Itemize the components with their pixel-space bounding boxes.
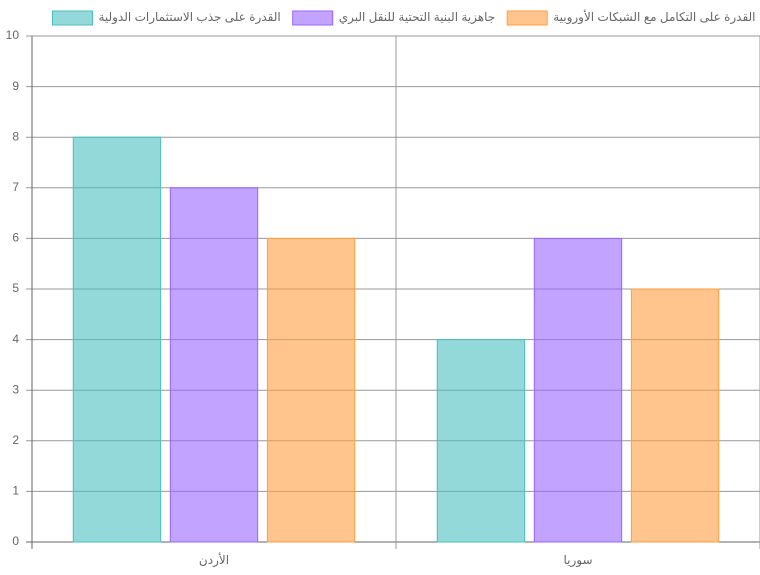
y-tick-label: 4 [12,332,19,346]
bar [266,237,356,543]
legend-label: جاهزية البنية التحتية للنقل البري [339,10,496,25]
y-tick-label: 0 [12,534,19,548]
y-tick-label: 10 [6,28,20,42]
y-tick-label: 8 [12,129,19,143]
x-tick-label: سوريا [563,553,592,568]
x-tick-label: الأردن [199,552,229,568]
bar [72,136,162,543]
y-tick-label: 9 [12,79,19,93]
bar [436,339,526,543]
bar [169,187,259,543]
y-tick-label: 5 [12,281,19,295]
y-tick-label: 1 [12,484,19,498]
bar [533,237,623,543]
y-tick-label: 6 [12,231,19,245]
y-tick-label: 3 [12,382,19,396]
legend-label: القدرة على التكامل مع الشبكات الأوروبية [553,9,755,25]
y-tick-label: 2 [12,433,19,447]
legend-label: القدرة على جذب الاستثمارات الدولية [98,10,280,25]
legend-swatch [506,10,548,26]
legend-swatch [51,10,93,26]
bar [630,288,720,543]
y-tick-label: 7 [12,180,19,194]
legend-swatch [292,10,334,26]
